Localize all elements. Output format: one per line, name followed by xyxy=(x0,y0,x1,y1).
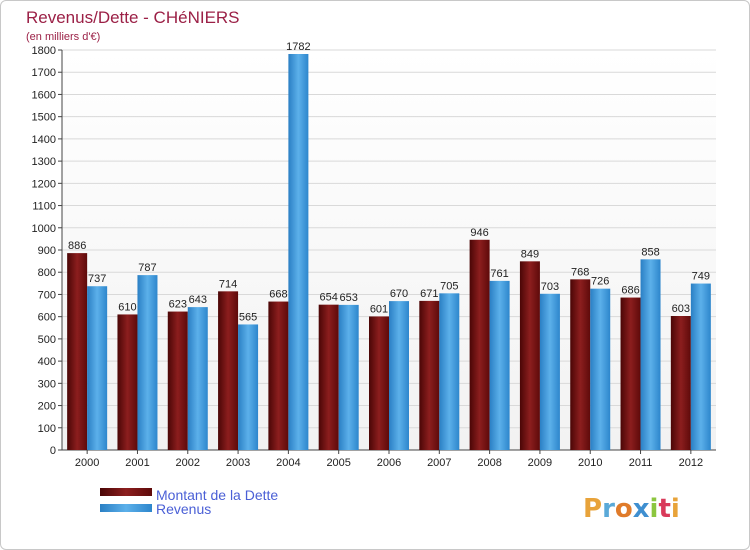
data-label-revenus-2007: 705 xyxy=(440,280,458,292)
chart-title: Revenus/Dette - CHéNIERS xyxy=(26,8,240,27)
y-tick-label-800: 800 xyxy=(38,267,56,279)
x-tick-label-2004: 2004 xyxy=(276,457,300,469)
bar-dette-2009 xyxy=(519,261,540,450)
data-label-revenus-2010: 726 xyxy=(591,276,609,288)
bar-revenus-2002 xyxy=(187,307,208,450)
y-tick-label-200: 200 xyxy=(38,401,56,413)
data-label-revenus-2005: 653 xyxy=(340,292,358,304)
bar-dette-2008 xyxy=(469,239,490,450)
legend-label-dette: Montant de la Dette xyxy=(156,487,278,503)
bar-revenus-2007 xyxy=(439,293,460,450)
data-label-dette-2003: 714 xyxy=(219,278,237,290)
bar-dette-2001 xyxy=(117,314,138,450)
data-label-revenus-2002: 643 xyxy=(189,294,207,306)
y-tick-label-300: 300 xyxy=(38,378,56,390)
data-label-dette-2010: 768 xyxy=(571,266,589,278)
y-tick-label-600: 600 xyxy=(38,312,56,324)
data-label-dette-2008: 946 xyxy=(470,227,488,239)
data-label-revenus-2004: 1782 xyxy=(286,41,310,53)
y-tick-label-1500: 1500 xyxy=(32,112,56,124)
data-label-dette-2007: 671 xyxy=(420,288,438,300)
data-label-dette-2004: 668 xyxy=(269,289,287,301)
data-label-revenus-2009: 703 xyxy=(541,281,559,293)
legend-swatch-dette xyxy=(100,488,152,496)
data-label-revenus-2006: 670 xyxy=(390,288,408,300)
y-tick-label-1400: 1400 xyxy=(32,134,56,146)
bar-dette-2006 xyxy=(369,316,389,450)
x-tick-label-2002: 2002 xyxy=(176,457,200,469)
data-label-dette-2009: 849 xyxy=(521,248,539,260)
bar-dette-2007 xyxy=(419,300,440,450)
bar-dette-2003 xyxy=(218,291,239,450)
y-tick-label-400: 400 xyxy=(38,356,56,368)
bar-dette-2011 xyxy=(620,297,641,450)
data-label-revenus-2011: 858 xyxy=(641,246,659,258)
bar-revenus-2001 xyxy=(137,275,158,450)
x-tick-label-2006: 2006 xyxy=(377,457,401,469)
y-tick-label-1000: 1000 xyxy=(32,223,56,235)
data-label-revenus-2008: 761 xyxy=(490,268,508,280)
bar-dette-2005 xyxy=(318,304,339,450)
plot-area: 0 100 200 300 400 500 600 700 800 900 1000 1100 1200… xyxy=(32,41,716,469)
data-label-revenus-2000: 737 xyxy=(88,273,106,285)
bar-revenus-2003 xyxy=(238,324,259,450)
x-tick-label-2010: 2010 xyxy=(578,457,602,469)
bar-dette-2012 xyxy=(670,316,691,450)
data-label-dette-2012: 603 xyxy=(672,303,690,315)
data-label-dette-2000: 886 xyxy=(68,240,86,252)
bar-dette-2004 xyxy=(268,301,289,450)
data-label-revenus-2012: 749 xyxy=(692,271,710,283)
x-tick-label-2003: 2003 xyxy=(226,457,250,469)
bar-dette-2000 xyxy=(67,253,88,450)
x-tick-label-2009: 2009 xyxy=(528,457,552,469)
bar-revenus-2010 xyxy=(590,288,611,450)
bar-dette-2010 xyxy=(570,279,591,450)
chart-subtitle: (en milliers d'€) xyxy=(26,31,100,43)
bar-dette-2002 xyxy=(167,311,188,450)
data-label-dette-2002: 623 xyxy=(169,299,187,311)
bar-revenus-2004 xyxy=(288,54,309,450)
legend: Montant de la Dette Revenus xyxy=(100,487,278,517)
data-label-dette-2001: 610 xyxy=(118,301,136,313)
data-label-revenus-2001: 787 xyxy=(138,262,156,274)
y-tick-label-900: 900 xyxy=(38,245,56,257)
bar-revenus-2009 xyxy=(539,293,560,450)
data-label-revenus-2003: 565 xyxy=(239,311,257,323)
y-tick-label-0: 0 xyxy=(50,445,56,457)
x-tick-label-2012: 2012 xyxy=(679,457,703,469)
data-label-dette-2005: 654 xyxy=(320,292,338,304)
x-tick-label-2001: 2001 xyxy=(125,457,149,469)
bar-revenus-2012 xyxy=(690,283,711,450)
legend-swatch-revenus xyxy=(100,504,152,512)
bar-revenus-2011 xyxy=(640,259,661,450)
y-tick-label-1300: 1300 xyxy=(32,156,56,168)
y-tick-label-1600: 1600 xyxy=(32,89,56,101)
y-tick-label-100: 100 xyxy=(38,423,56,435)
legend-label-revenus: Revenus xyxy=(156,501,211,517)
x-tick-label-2007: 2007 xyxy=(427,457,451,469)
y-tick-label-1700: 1700 xyxy=(32,67,56,79)
proxiti-logo: Proxiti xyxy=(583,494,680,524)
x-tick-label-2008: 2008 xyxy=(477,457,501,469)
proxiti-logo-text: Proxiti xyxy=(583,494,680,524)
bar-revenus-2008 xyxy=(489,280,510,450)
y-tick-label-1800: 1800 xyxy=(32,45,56,57)
bar-revenus-2000 xyxy=(87,286,108,450)
y-tick-label-700: 700 xyxy=(38,289,56,301)
bar-revenus-2005 xyxy=(338,304,359,450)
y-tick-label-500: 500 xyxy=(38,334,56,346)
data-label-dette-2011: 686 xyxy=(621,285,639,297)
x-tick-label-2005: 2005 xyxy=(326,457,350,469)
data-label-dette-2006: 601 xyxy=(370,303,388,315)
x-tick-label-2011: 2011 xyxy=(629,457,653,469)
y-tick-label-1200: 1200 xyxy=(32,178,56,190)
bar-revenus-2006 xyxy=(389,301,409,450)
x-tick-label-2000: 2000 xyxy=(75,457,99,469)
y-tick-label-1100: 1100 xyxy=(32,201,56,213)
